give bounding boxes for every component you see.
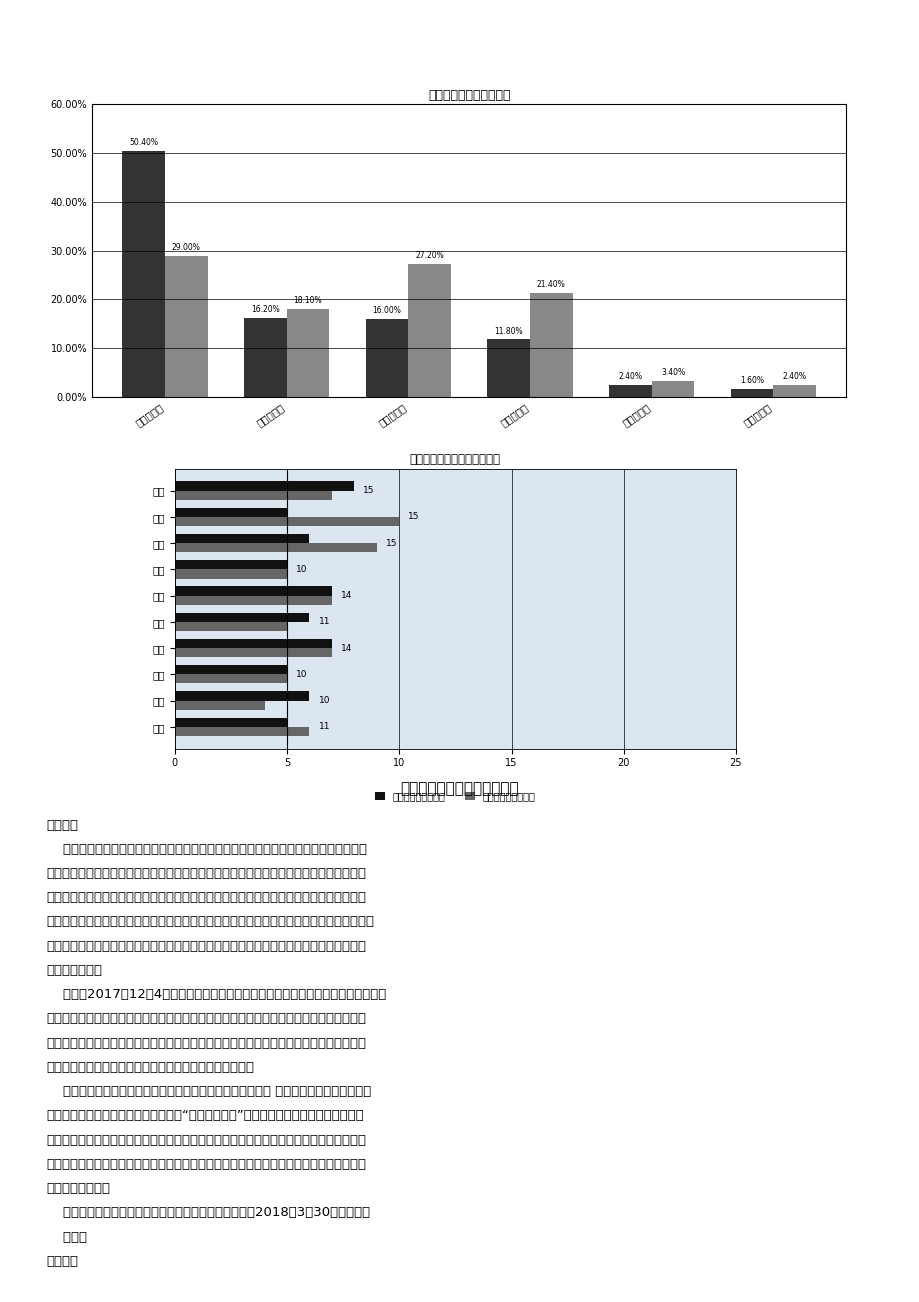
Title: 特色小镇最多的十个省份数据: 特色小镇最多的十个省份数据 [410, 453, 500, 466]
Bar [175, 586, 332, 595]
Text: 15: 15 [385, 539, 397, 548]
Text: 根据国家发展改革委的官方说法，特色小镇是在几平方公里土地上集聚特色产业、生产: 根据国家发展改革委的官方说法，特色小镇是在几平方公里土地上集聚特色产业、生产 [46, 842, 367, 855]
Text: 18.10%: 18.10% [293, 296, 322, 305]
Legend: 第一批特色小镇数量, 第二批特色小镇数量: 第一批特色小镇数量, 第二批特色小镇数量 [371, 788, 539, 806]
Text: 质化竞争的；五是脱离实际照搞照抄，另起炉灶、大拆大建的；六是挖山填湖、破坏山水田: 质化竞争的；五是脱离实际照搞照抄，另起炉灶、大拆大建的；六是挖山填湖、破坏山水田 [46, 1157, 366, 1170]
Text: 简单堆砂和碎片化开发，缺乏统一规划引导的；四是内容重复、形态雷同、特色不鲜明和同: 简单堆砂和碎片化开发，缺乏统一规划引导的；四是内容重复、形态雷同、特色不鲜明和同 [46, 1134, 366, 1147]
Text: 急于求成、盲目发展以及市场化不足等问题，有些地方甚至还存在着政府债务风险加剥和房: 急于求成、盲目发展以及市场化不足等问题，有些地方甚至还存在着政府债务风险加剥和房 [46, 940, 366, 953]
Text: 为此，2017年12月4日由国家发展改革委联合住房城乡建设部等四部委发布了《关于: 为此，2017年12月4日由国家发展改革委联合住房城乡建设部等四部委发布了《关于 [46, 988, 386, 1001]
Text: 报》）: 报》） [46, 1230, 87, 1243]
Text: 11: 11 [318, 617, 330, 626]
Bar [122, 151, 165, 397]
Bar [244, 318, 287, 397]
Text: 特色小镇最多的十个省份数据: 特色小镇最多的十个省份数据 [401, 781, 518, 796]
Text: 21.40%: 21.40% [537, 280, 565, 289]
Legend: 住建部审批的第一批特色小镇的产业类型, 住建部审批的第二批特色小镇的产业类型: 住建部审批的第一批特色小镇的产业类型, 住建部审批的第二批特色小镇的产业类型 [396, 543, 541, 577]
Bar [175, 534, 309, 543]
Text: 16.20%: 16.20% [251, 305, 279, 314]
Bar [175, 560, 287, 569]
Text: 16.00%: 16.00% [372, 306, 401, 315]
Bar [175, 543, 377, 552]
Bar [773, 385, 815, 397]
Text: 一次性命名制，避免各地区只管前期申报、不管后期发展。: 一次性命名制，避免各地区只管前期申报、不管后期发展。 [46, 1061, 254, 1074]
Bar [175, 727, 309, 736]
Bar [175, 665, 287, 674]
Bar [175, 700, 265, 710]
Text: 27.20%: 27.20% [414, 251, 444, 260]
Text: 材料三：: 材料三： [46, 1255, 78, 1268]
Bar [608, 385, 651, 397]
Bar [175, 482, 354, 491]
Bar [175, 622, 287, 631]
Text: 园，破坏生态的。: 园，破坏生态的。 [46, 1182, 110, 1195]
Text: 3.40%: 3.40% [660, 367, 685, 376]
Text: 材料二：: 材料二： [46, 819, 78, 832]
Bar [175, 691, 309, 700]
Bar [175, 648, 332, 658]
Text: 2.40%: 2.40% [618, 372, 641, 381]
Bar [651, 380, 694, 397]
Text: 11.80%: 11.80% [494, 327, 523, 336]
Text: 2.40%: 2.40% [782, 372, 806, 381]
Text: 政府举债建设而加重债务包褥的；二是“假小镇真地产”项目，房地产化倾向严重的；三是: 政府举债建设而加重债务包褥的；二是“假小镇真地产”项目，房地产化倾向严重的；三是 [46, 1109, 363, 1122]
Text: 10: 10 [296, 565, 307, 574]
Bar [730, 389, 773, 397]
Text: 11: 11 [318, 723, 330, 732]
Bar [175, 569, 287, 578]
Bar [175, 674, 287, 684]
Text: 有活力的特色小镇。但是，一些地方的特色小镇在建设过程中却出现了概念不清、定位不准、: 有活力的特色小镇。但是，一些地方的特色小镇在建设过程中却出现了概念不清、定位不准… [46, 915, 374, 928]
Text: 地产化的苗头。: 地产化的苗头。 [46, 963, 102, 976]
Bar [175, 717, 287, 727]
Text: 15: 15 [408, 513, 419, 521]
Text: 10: 10 [296, 669, 307, 678]
Bar [529, 293, 572, 397]
Text: 建设数量，避免分解指标、层层加码。统一实行宽进严定、动态淘汰的创建达标制度，取消: 建设数量，避免分解指标、层层加码。统一实行宽进严定、动态淘汰的创建达标制度，取消 [46, 1036, 366, 1049]
Text: 50.40%: 50.40% [129, 138, 158, 147]
Text: 1.60%: 1.60% [739, 376, 764, 385]
Text: 29.00%: 29.00% [172, 242, 200, 251]
Bar [175, 639, 332, 648]
Text: 规范推进特色小镇和特色小城镇建设的若干意见》。该意见指出，要控制特色小镇和小城镇: 规范推进特色小镇和特色小城镇建设的若干意见》。该意见指出，要控制特色小镇和小城镇 [46, 1013, 366, 1026]
Text: 生活生态空间相融合、不同于行政建制镇和产业园区的创新创业平台。近年来，不少地方积: 生活生态空间相融合、不同于行政建制镇和产业园区的创新创业平台。近年来，不少地方积 [46, 867, 366, 880]
Text: 极稳妥推进特色小镇和小城镇建设，涌现出了一批产业特色鲜明、要素集聚、宜居宜业、富: 极稳妥推进特色小镇和小城镇建设，涌现出了一批产业特色鲜明、要素集聚、宜居宜业、富 [46, 891, 366, 904]
Bar [366, 319, 408, 397]
Bar [175, 508, 287, 517]
Bar [408, 264, 450, 397]
Bar [175, 517, 399, 526]
Bar [487, 340, 529, 397]
Bar [175, 613, 309, 622]
Text: （摘编自《面临优胜劣汰，特色小镇如何创新发展》，2018年3月30日《中国商: （摘编自《面临优胜劣汰，特色小镇如何创新发展》，2018年3月30日《中国商 [46, 1206, 369, 1219]
Bar [175, 595, 332, 604]
Bar [287, 309, 329, 397]
Bar [175, 491, 332, 500]
Text: 15: 15 [363, 486, 374, 495]
Title: 特色小镇产业类型占比图: 特色小镇产业类型占比图 [427, 89, 510, 102]
Text: 14: 14 [341, 591, 352, 600]
Text: 业内专家分析指出，目前有六种特色小镇面临被淘汰的风险 一是增加政府债务风险的，: 业内专家分析指出，目前有六种特色小镇面临被淘汰的风险 一是增加政府债务风险的， [46, 1085, 371, 1098]
Text: 10: 10 [318, 697, 330, 704]
Bar [165, 255, 208, 397]
Text: 14: 14 [341, 643, 352, 652]
